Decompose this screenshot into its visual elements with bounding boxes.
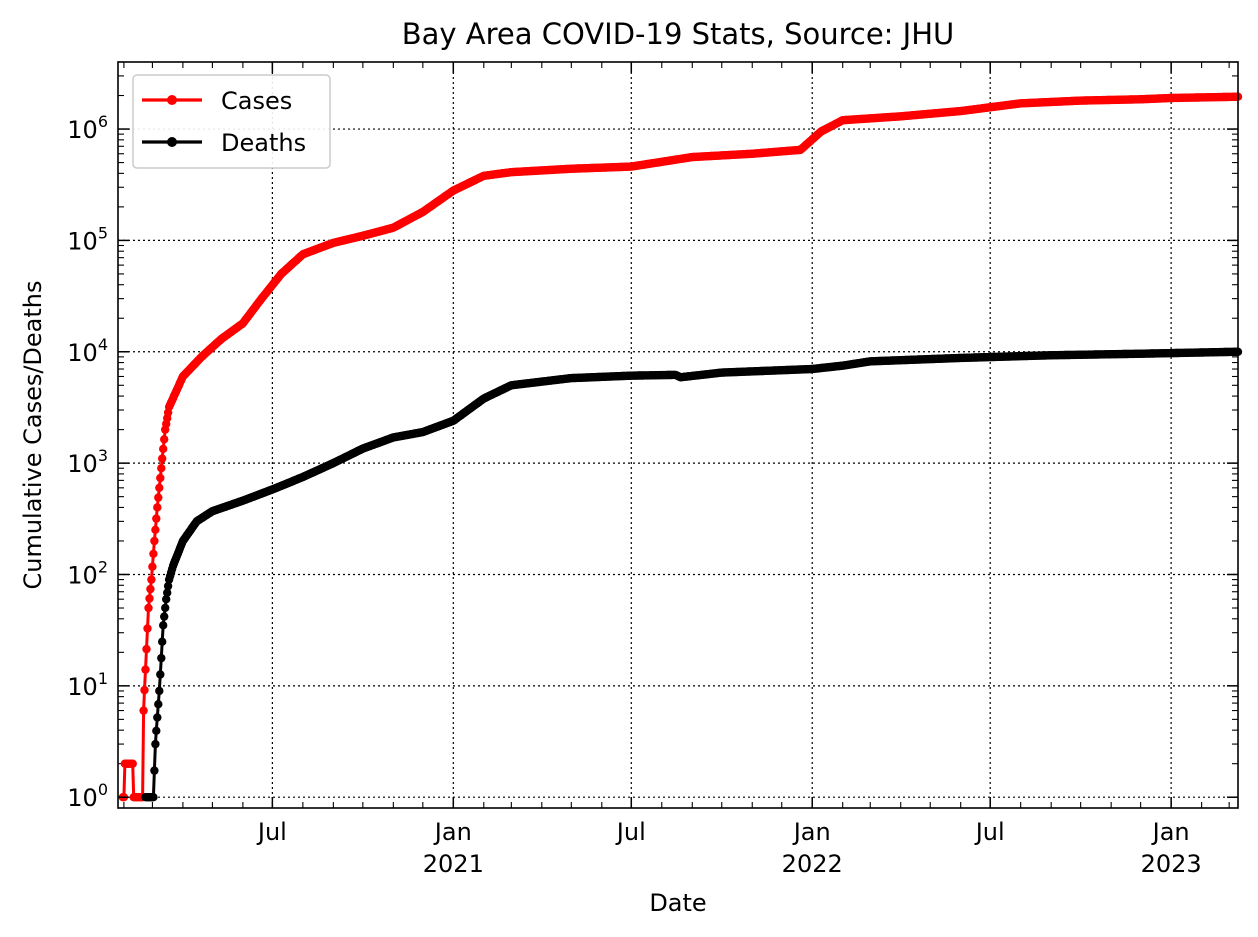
cases-point — [156, 473, 165, 483]
y-tick-label: 106 — [67, 112, 108, 144]
y-tick-label: 101 — [67, 669, 108, 701]
cases-point — [140, 685, 149, 695]
deaths-point — [149, 793, 158, 802]
legend-deaths-label: Deaths — [221, 129, 306, 157]
cases-point — [153, 503, 162, 512]
cases-point — [159, 444, 168, 454]
data-series — [118, 92, 1243, 802]
deaths-point — [159, 621, 168, 630]
x-tick-year-label: 2023 — [1141, 850, 1202, 878]
deaths-point — [163, 588, 172, 597]
deaths-point — [153, 713, 162, 722]
cases-point — [139, 706, 148, 715]
series-deaths — [141, 347, 1243, 802]
cases-point — [146, 584, 155, 594]
cases-point — [158, 454, 167, 463]
deaths-point — [157, 653, 166, 663]
plot-frame — [117, 61, 1239, 809]
cases-point — [143, 624, 152, 633]
x-tick-label: Jul — [256, 818, 287, 846]
x-tick-label: Jul — [974, 818, 1005, 846]
x-tick-label: Jul — [615, 818, 646, 846]
cases-point — [150, 536, 159, 546]
series-cases — [118, 92, 1243, 802]
y-tick-label: 102 — [67, 557, 108, 589]
deaths-point — [154, 700, 163, 709]
cases-point — [145, 594, 154, 603]
cases-point — [141, 665, 150, 674]
grid-lines — [118, 62, 1238, 808]
legend-box — [132, 74, 331, 169]
deaths-point — [160, 612, 169, 621]
cases-point — [154, 493, 163, 502]
deaths-point — [151, 739, 160, 749]
deaths-point — [150, 766, 159, 775]
y-tick-label: 103 — [67, 446, 108, 478]
cases-point — [144, 603, 153, 613]
x-tick-year-label: 2021 — [423, 850, 484, 878]
y-tick-label: 104 — [67, 335, 108, 367]
y-tick-label: 105 — [67, 223, 108, 255]
y-tick-label: 100 — [67, 780, 108, 812]
x-axis-label: Date — [649, 889, 706, 917]
deaths-point — [162, 595, 171, 604]
cases-point — [147, 575, 156, 584]
x-tick-label: Jan — [433, 818, 472, 846]
axis-ticks: 100 101 102 103 104 105 106 Jul Jan 2021 Jul Jan 202… — [67, 62, 1238, 878]
x-tick-label: Jan — [792, 818, 831, 846]
cases-point — [155, 483, 164, 492]
x-tick-label: Jan — [1151, 818, 1190, 846]
legend-cases-label: Cases — [221, 87, 292, 115]
x-tick-year-label: 2022 — [782, 850, 843, 878]
cases-point — [152, 514, 161, 523]
deaths-point — [155, 686, 164, 696]
cases-point — [157, 464, 166, 473]
deaths-point — [152, 726, 161, 735]
cases-point — [149, 549, 158, 558]
cases-point — [160, 435, 169, 444]
legend-cases-marker — [167, 95, 177, 105]
legend: Cases Deaths — [132, 74, 331, 169]
cases-point — [128, 759, 137, 768]
deaths-point — [158, 637, 167, 646]
deaths-point — [161, 603, 170, 613]
y-axis-label: Cumulative Cases/Deaths — [19, 280, 47, 589]
cases-point — [142, 644, 151, 654]
cases-point — [148, 562, 157, 571]
legend-deaths-marker — [167, 137, 177, 147]
deaths-point — [163, 581, 173, 591]
deaths-point — [156, 670, 165, 679]
chart-title: Bay Area COVID-19 Stats, Source: JHU — [402, 17, 955, 51]
cases-point — [151, 525, 160, 534]
